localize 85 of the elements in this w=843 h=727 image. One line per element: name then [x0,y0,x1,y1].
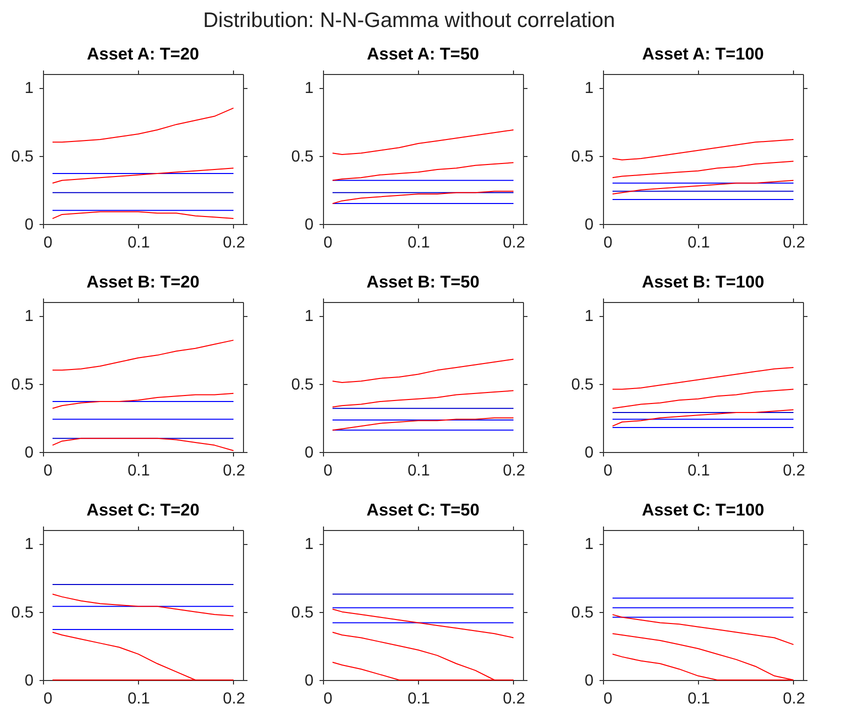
y-tick-label: 1 [304,308,314,326]
x-tick-label: 0.2 [502,462,526,480]
y-tick-label: 1 [24,80,34,98]
y-tick-label: 1 [584,80,594,98]
chart-title: Asset B: T=100 [642,272,764,292]
x-tick-label: 0 [44,690,52,708]
x-tick-label: 0.2 [502,234,526,252]
x-tick-label: 0.1 [408,690,430,708]
x-tick-label: 0 [324,234,332,252]
line-series [332,390,514,408]
line-series [612,138,794,160]
chart-title: Asset A: T=50 [366,44,480,64]
chart-title: Asset A: T=100 [642,44,764,64]
x-tick-label: 0.2 [782,690,806,708]
x-tick-label: 0.1 [688,462,710,480]
y-tick-label: 0 [584,216,594,234]
y-tick-label: 0 [24,444,34,462]
line-series [52,340,234,371]
chart-title: Asset C: T=20 [86,500,200,520]
y-tick-label: 0.5 [571,604,594,622]
chart-title: Asset A: T=20 [86,44,200,64]
x-tick-label: 0.2 [222,462,246,480]
x-tick-label: 0.2 [502,690,526,708]
line-series [52,211,234,220]
y-tick-label: 1 [304,536,314,554]
line-series [612,388,794,409]
line-series [52,108,234,143]
x-tick-label: 0 [44,234,52,252]
line-series [332,417,514,431]
chart-title: Asset B: T=20 [86,272,200,292]
y-tick-label: 1 [24,536,34,554]
chart-title: Asset B: T=50 [366,272,480,292]
y-tick-label: 0.5 [11,604,34,622]
y-tick-label: 0.5 [291,376,314,394]
line-series [612,366,794,390]
y-tick-label: 0.5 [571,376,594,394]
x-tick-label: 0.1 [128,234,150,252]
x-tick-label: 0.1 [688,690,710,708]
chart-title: Asset C: T=50 [366,500,480,520]
chart-title: Asset C: T=100 [642,500,764,520]
line-series [332,129,514,155]
y-tick-label: 0 [304,444,314,462]
line-series [612,614,794,646]
x-tick-label: 0 [324,462,332,480]
line-series [612,160,794,178]
y-tick-label: 0.5 [291,604,314,622]
x-tick-label: 0.2 [782,462,806,480]
y-tick-label: 0 [584,444,594,462]
x-tick-label: 0.2 [222,690,246,708]
x-tick-label: 0 [44,462,52,480]
x-tick-label: 0.1 [128,462,150,480]
line-series [332,190,514,204]
x-tick-label: 0.1 [408,234,430,252]
line-series [332,608,514,638]
x-tick-label: 0 [604,690,612,708]
line-series [332,162,514,181]
y-tick-label: 0 [304,216,314,234]
x-tick-label: 0 [604,462,612,480]
x-tick-label: 0.1 [688,234,710,252]
x-tick-label: 0.1 [128,690,150,708]
x-tick-label: 0 [604,234,612,252]
y-tick-label: 0 [304,672,314,690]
line-series [52,168,234,184]
x-tick-label: 0.1 [408,462,430,480]
y-tick-label: 1 [24,308,34,326]
y-tick-label: 0.5 [11,376,34,394]
text: Distribution: N-N-Gamma without correlation [203,9,616,32]
y-tick-label: 0.5 [291,148,314,166]
x-tick-label: 0 [324,690,332,708]
y-tick-label: 1 [584,308,594,326]
line-series [612,180,794,194]
y-tick-label: 0 [24,672,34,690]
y-tick-label: 1 [304,80,314,98]
line-series [52,594,234,616]
y-tick-label: 0 [584,672,594,690]
line-series [612,409,794,427]
x-tick-label: 0.2 [222,234,246,252]
line-series [332,358,514,383]
line-series [52,438,234,452]
line-series [52,392,234,409]
y-tick-label: 1 [584,536,594,554]
x-tick-label: 0.2 [782,234,806,252]
y-tick-label: 0.5 [571,148,594,166]
y-tick-label: 0.5 [11,148,34,166]
y-tick-label: 0 [24,216,34,234]
